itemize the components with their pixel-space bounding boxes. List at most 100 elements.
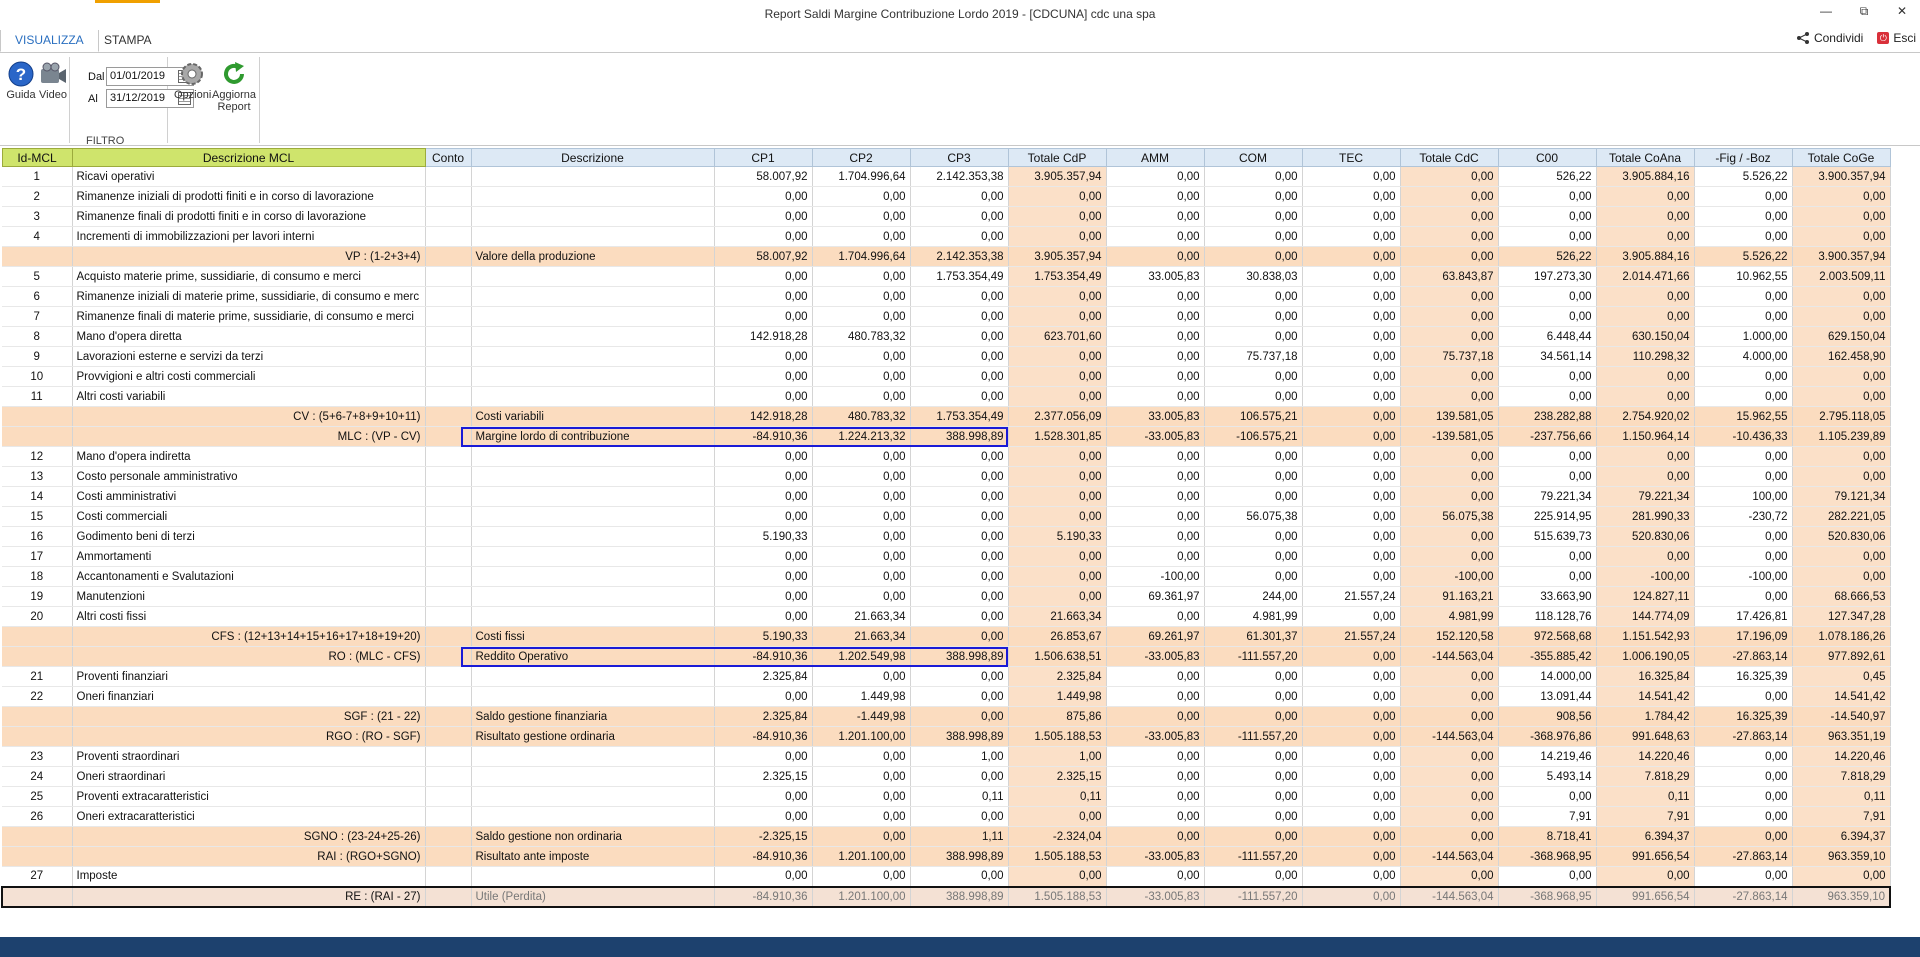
table-row[interactable]: 15 Costi commerciali 0,00 0,00 0,00 0,00 0,00 5… [2, 506, 1891, 527]
subtotal-row[interactable]: RGO : (RO - SGF) Risultato gestione ordin… [2, 726, 1891, 747]
cell-value: 162.458,90 [1792, 346, 1891, 367]
cell-value: 0,00 [714, 686, 813, 707]
video-button[interactable]: Video [38, 61, 68, 101]
table-row[interactable]: 16 Godimento beni di terzi 5.190,33 0,00 0,0… [2, 526, 1891, 547]
cell-value: 2.142.353,38 [910, 166, 1009, 187]
col-header[interactable]: CP1 [713, 148, 813, 167]
cell-id: 12 [2, 446, 73, 467]
table-row[interactable]: 8 Mano d'opera diretta 142.918,28 480.783,3… [2, 326, 1891, 347]
cell-value: 4.981,99 [1204, 606, 1303, 627]
table-row[interactable]: 23 Proventi straordinari 0,00 0,00 1,00 1,00 0… [2, 746, 1891, 767]
table-row[interactable]: 22 Oneri finanziari 0,00 1.449,98 0,00 1.449,… [2, 686, 1891, 707]
col-header[interactable]: COM [1203, 148, 1303, 167]
col-header[interactable]: Descrizione MCL [71, 148, 426, 167]
table-row[interactable]: 5 Acquisto materie prime, sussidiarie, di… [2, 266, 1891, 287]
minimize-icon[interactable]: — [1820, 4, 1832, 18]
table-row[interactable]: 4 Incrementi di immobilizzazioni per lavo… [2, 226, 1891, 247]
cell-value: 0,00 [1302, 566, 1401, 587]
table-row[interactable]: 3 Rimanenze finali di prodotti finiti e i… [2, 206, 1891, 227]
table-row[interactable]: 25 Proventi extracaratteristici 0,00 0,00 0,… [2, 786, 1891, 807]
subtotal-row[interactable]: CFS : (12+13+14+15+16+17+18+19+20) Costi … [2, 626, 1891, 647]
subtotal-row[interactable]: SGF : (21 - 22) Saldo gestione finanziari… [2, 706, 1891, 727]
col-header[interactable]: Id-MCL [1, 148, 73, 167]
title-bar: Report Saldi Margine Contribuzione Lordo… [0, 0, 1920, 30]
cell-value: 2.325,84 [1008, 666, 1107, 687]
subtotal-row[interactable]: MLC : (VP - CV) Margine lordo di contribu… [2, 426, 1891, 447]
table-row[interactable]: 10 Provvigioni e altri costi commerciali 0… [2, 366, 1891, 387]
cell-value: 0,00 [1106, 246, 1205, 267]
table-row[interactable]: 27 Imposte 0,00 0,00 0,00 0,00 0,00 0,00 0,00 0,0… [2, 866, 1891, 887]
table-row[interactable]: 19 Manutenzioni 0,00 0,00 0,00 0,00 69.361,97 2… [2, 586, 1891, 607]
exit-link[interactable]: ⏻ Esci [1877, 31, 1916, 45]
table-row[interactable]: 17 Ammortamenti 0,00 0,00 0,00 0,00 0,00 0,00 0,… [2, 546, 1891, 567]
calendar-icon[interactable] [178, 92, 191, 105]
col-header[interactable]: Conto [424, 148, 472, 167]
close-icon[interactable]: ✕ [1896, 4, 1908, 18]
help-button[interactable]: ? Guida [6, 61, 36, 101]
subtotal-row[interactable]: CV : (5+6-7+8+9+10+11) Costi variabili 142… [2, 406, 1891, 427]
restore-icon[interactable]: ⧉ [1859, 4, 1869, 18]
options-button[interactable]: Opzioni [174, 61, 211, 101]
cell-descrizione [471, 306, 715, 327]
cell-value: 0,00 [812, 366, 911, 387]
cell-value: 0,00 [714, 386, 813, 407]
period-filter-group: Dal 01/01/2019 Al 31/12/2019 FILTRO PERI… [70, 57, 194, 159]
cell-desc-mcl: Imposte [72, 866, 426, 887]
table-row[interactable]: 26 Oneri extracaratteristici 0,00 0,00 0,00 0… [2, 806, 1891, 827]
table-row[interactable]: 6 Rimanenze iniziali di materie prime, su… [2, 286, 1891, 307]
table-row[interactable]: 24 Oneri straordinari 2.325,15 0,00 0,00 2.32… [2, 766, 1891, 787]
table-row[interactable]: 18 Accantonamenti e Svalutazioni 0,00 0,00 0… [2, 566, 1891, 587]
cell-value: 0,00 [1204, 766, 1303, 787]
subtotal-row[interactable]: RO : (MLC - CFS) Reddito Operativo -84.910… [2, 646, 1891, 667]
subtotal-row[interactable]: VP : (1-2+3+4) Valore della produzione 58.… [2, 246, 1891, 267]
col-header[interactable]: -Fig / -Boz [1693, 148, 1793, 167]
table-row[interactable]: 21 Proventi finanziari 2.325,84 0,00 0,00 2.3… [2, 666, 1891, 687]
col-header[interactable]: Totale CdP [1007, 148, 1107, 167]
col-header[interactable]: AMM [1105, 148, 1205, 167]
table-row[interactable]: 12 Mano d'opera indiretta 0,00 0,00 0,00 0,00… [2, 446, 1891, 467]
date-to-field[interactable]: 31/12/2019 [106, 89, 194, 108]
col-header[interactable]: Totale CdC [1399, 148, 1499, 167]
subtotal-row[interactable]: SGNO : (23-24+25-26) Saldo gestione non o… [2, 826, 1891, 847]
col-header[interactable]: Totale CoAna [1595, 148, 1695, 167]
cell-value: 0,00 [910, 766, 1009, 787]
result-row[interactable]: RE : (RAI - 27) Utile (Perdita) -84.910,36… [1, 885, 1891, 908]
cell-id [2, 846, 73, 867]
col-header[interactable]: Totale CoGe [1791, 148, 1891, 167]
cell-value: 0,00 [1106, 286, 1205, 307]
table-row[interactable]: 2 Rimanenze iniziali di prodotti finiti e… [2, 186, 1891, 207]
col-header[interactable]: CP3 [909, 148, 1009, 167]
cell-value: 991.656,54 [1596, 846, 1695, 867]
share-link[interactable]: Condividi [1796, 31, 1863, 45]
table-row[interactable]: 11 Altri costi variabili 0,00 0,00 0,00 0,00 0… [2, 386, 1891, 407]
table-row[interactable]: 7 Rimanenze finali di materie prime, suss… [2, 306, 1891, 327]
cell-value: 4.000,00 [1694, 346, 1793, 367]
table-row[interactable]: 9 Lavorazioni esterne e servizi da terzi 0… [2, 346, 1891, 367]
cell-value: 2.325,84 [714, 666, 813, 687]
cell-conto [425, 426, 472, 447]
cell-value: 0,00 [714, 306, 813, 327]
table-row[interactable]: 14 Costi amministrativi 0,00 0,00 0,00 0,00 0,… [2, 486, 1891, 507]
cell-value: 127.347,28 [1792, 606, 1891, 627]
subtotal-row[interactable]: RAI : (RGO+SGNO) Risultato ante imposte -8… [2, 846, 1891, 867]
table-row[interactable]: 20 Altri costi fissi 0,00 21.663,34 0,00 21.6… [2, 606, 1891, 627]
refresh-report-button[interactable]: Aggiorna Report [212, 61, 256, 113]
cell-descrizione [471, 366, 715, 387]
cell-desc-mcl: Provvigioni e altri costi commerciali [72, 366, 426, 387]
tab-visualizza[interactable]: VISUALIZZA [0, 30, 99, 52]
cell-id: 10 [2, 366, 73, 387]
col-header[interactable]: CP2 [811, 148, 911, 167]
table-row[interactable]: 1 Ricavi operativi 58.007,92 1.704.996,64 2.… [2, 166, 1891, 187]
cell-value: 3.905.357,94 [1008, 246, 1107, 267]
col-header[interactable]: C00 [1497, 148, 1597, 167]
refresh-label-1: Aggiorna [212, 89, 257, 101]
cell-desc-mcl: Rimanenze finali di materie prime, sussi… [72, 306, 426, 327]
cell-value: 0,00 [910, 486, 1009, 507]
status-bar [0, 937, 1920, 957]
col-header[interactable]: Descrizione [470, 148, 715, 167]
tab-stampa[interactable]: STAMPA [104, 33, 152, 47]
col-header[interactable]: TEC [1301, 148, 1401, 167]
table-row[interactable]: 13 Costo personale amministrativo 0,00 0,00… [2, 466, 1891, 487]
cell-value: 0,00 [714, 866, 813, 887]
cell-conto [425, 366, 472, 387]
